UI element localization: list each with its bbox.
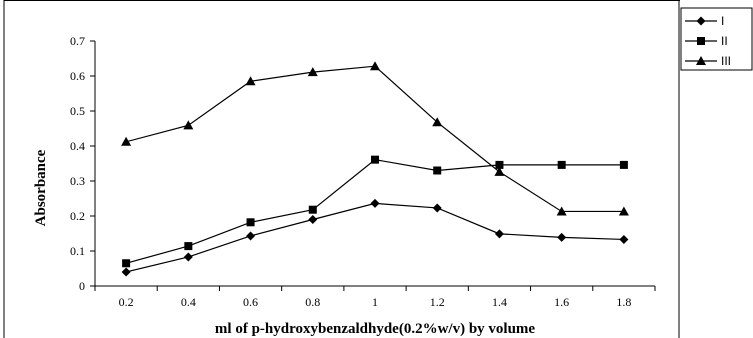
y-tick-label: 0.2 <box>70 209 85 223</box>
legend-label: I <box>721 14 724 28</box>
y-tick-label: 0.3 <box>70 174 85 188</box>
axes <box>90 40 656 291</box>
x-tick-label: 1 <box>372 295 378 309</box>
data-point-III <box>121 136 132 146</box>
legend-label: III <box>721 54 731 68</box>
legend-item-III: III <box>685 54 731 68</box>
data-point-I <box>246 231 256 241</box>
data-point-I <box>494 229 504 239</box>
y-tick-label: 0 <box>79 279 85 293</box>
data-point-III <box>183 120 194 130</box>
legend-label: II <box>721 34 728 48</box>
data-point-III <box>618 206 629 216</box>
x-tick-label: 1.6 <box>554 295 569 309</box>
series-II <box>122 155 628 268</box>
series-III <box>121 61 629 216</box>
x-tick-label: 0.2 <box>119 295 134 309</box>
plot-area <box>121 61 629 277</box>
chart-frame <box>3 0 680 338</box>
data-point-II <box>619 160 628 169</box>
y-tick-label: 0.5 <box>70 104 85 118</box>
data-point-I <box>557 232 567 242</box>
data-point-III <box>556 206 567 216</box>
data-point-I <box>619 234 629 244</box>
y-tick-label: 0.7 <box>70 34 85 48</box>
legend-marker <box>696 56 706 65</box>
y-axis-label: Absorbance <box>33 149 49 226</box>
x-tick-label: 1.8 <box>616 295 631 309</box>
x-tick-label: 0.6 <box>243 295 258 309</box>
x-axis-label: ml of p-hydroxybenzaldhyde(0.2%w/v) by v… <box>215 321 536 337</box>
data-point-II <box>557 160 566 169</box>
data-point-II <box>308 205 317 214</box>
data-point-III <box>245 76 256 86</box>
data-point-I <box>370 198 380 208</box>
data-point-I <box>183 252 193 262</box>
series-I <box>121 198 629 277</box>
data-point-I <box>308 215 318 224</box>
data-point-II <box>371 155 379 164</box>
y-tick-label: 0.1 <box>70 244 85 258</box>
data-point-III <box>307 67 318 77</box>
x-tick-label: 1.2 <box>430 295 445 309</box>
data-point-I <box>432 203 442 213</box>
data-point-II <box>246 218 255 227</box>
data-point-I <box>121 267 131 277</box>
x-tick-label: 1.4 <box>492 295 507 309</box>
legend-item-I: I <box>685 14 724 28</box>
data-point-II <box>184 242 193 251</box>
data-point-II <box>495 160 504 169</box>
x-tick-label: 0.8 <box>305 295 320 309</box>
data-point-II <box>122 259 131 268</box>
tick-labels: 0 0.1 0.2 0.3 0.4 0.5 0.6 0.7 0.2 0.4 0.6 0.8 1 1.2 1.… <box>70 34 631 309</box>
legend-marker <box>697 37 705 45</box>
x-tick-label: 0.4 <box>181 295 196 309</box>
y-tick-label: 0.6 <box>70 69 85 83</box>
data-point-II <box>433 166 442 175</box>
legend-item-II: II <box>685 34 728 48</box>
legend-box <box>680 7 753 71</box>
data-point-III <box>370 61 380 71</box>
y-tick-label: 0.4 <box>70 139 85 153</box>
data-point-III <box>494 166 505 176</box>
legend-marker <box>696 16 706 26</box>
data-point-III <box>432 117 443 127</box>
